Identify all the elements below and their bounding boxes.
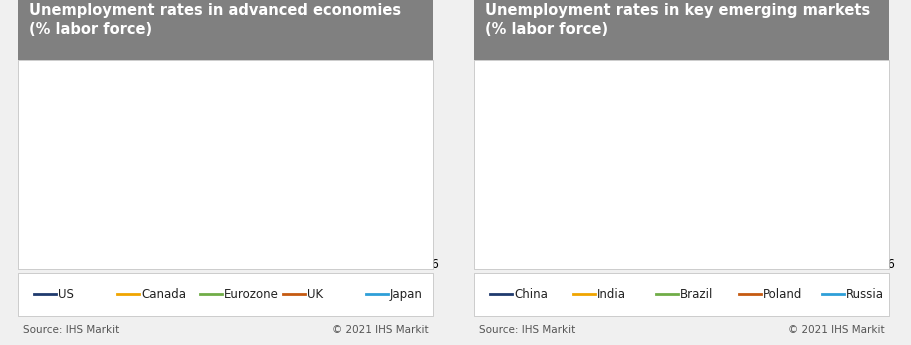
Text: Canada: Canada xyxy=(140,288,186,300)
Text: Source: IHS Markit: Source: IHS Markit xyxy=(23,325,119,335)
Text: Source: IHS Markit: Source: IHS Markit xyxy=(478,325,575,335)
Text: Unemployment rates in advanced economies
(% labor force): Unemployment rates in advanced economies… xyxy=(29,3,401,37)
Text: India: India xyxy=(597,288,625,300)
Text: Eurozone: Eurozone xyxy=(223,288,279,300)
Text: Poland: Poland xyxy=(762,288,802,300)
Text: China: China xyxy=(514,288,548,300)
Text: UK: UK xyxy=(306,288,322,300)
Text: US: US xyxy=(58,288,74,300)
Text: Unemployment rates in key emerging markets
(% labor force): Unemployment rates in key emerging marke… xyxy=(485,3,869,37)
Text: © 2021 IHS Markit: © 2021 IHS Markit xyxy=(787,325,884,335)
Text: Brazil: Brazil xyxy=(680,288,712,300)
Text: Japan: Japan xyxy=(390,288,423,300)
Text: © 2021 IHS Markit: © 2021 IHS Markit xyxy=(332,325,428,335)
Text: Russia: Russia xyxy=(845,288,883,300)
